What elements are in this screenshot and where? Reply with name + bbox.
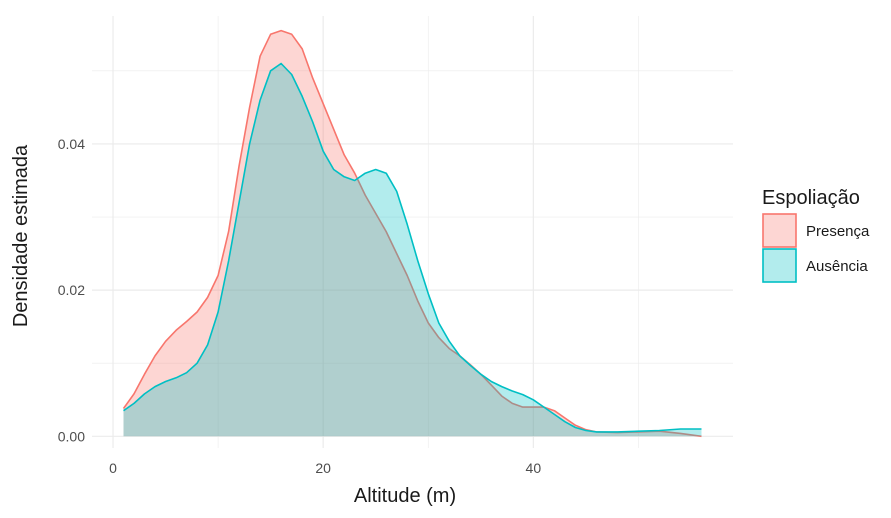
legend-title: Espoliação xyxy=(762,187,860,209)
x-tick-label: 40 xyxy=(526,460,542,476)
legend-label-presenca: Presença xyxy=(806,223,870,240)
legend-key-presenca xyxy=(762,213,797,248)
legend-entries: Presença Ausência xyxy=(762,213,870,283)
y-axis-label: Densidade estimada xyxy=(10,144,32,327)
grid-lines xyxy=(92,16,733,448)
x-axis-label: Altitude (m) xyxy=(354,485,456,507)
x-tick-labels: 0 20 40 xyxy=(109,460,541,476)
legend: Espoliação Presença Ausência xyxy=(762,187,870,283)
y-tick-label: 0.02 xyxy=(58,282,85,298)
density-line-presenca xyxy=(122,29,702,438)
legend-key-ausencia xyxy=(762,248,797,283)
x-tick-label: 20 xyxy=(315,460,331,476)
y-tick-label: 0.04 xyxy=(58,136,85,152)
y-tick-label: 0.00 xyxy=(58,428,85,444)
density-area-presenca xyxy=(123,30,702,437)
density-area-ausencia xyxy=(123,63,702,437)
x-tick-label: 0 xyxy=(109,460,117,476)
density-areas xyxy=(122,29,702,438)
y-tick-labels: 0.00 0.02 0.04 xyxy=(58,136,85,444)
axes: 0 20 40 0.00 0.02 0.04 Altitude (m) Densidad… xyxy=(10,136,541,507)
density-line-ausencia xyxy=(123,62,702,433)
legend-label-ausencia: Ausência xyxy=(806,258,868,275)
